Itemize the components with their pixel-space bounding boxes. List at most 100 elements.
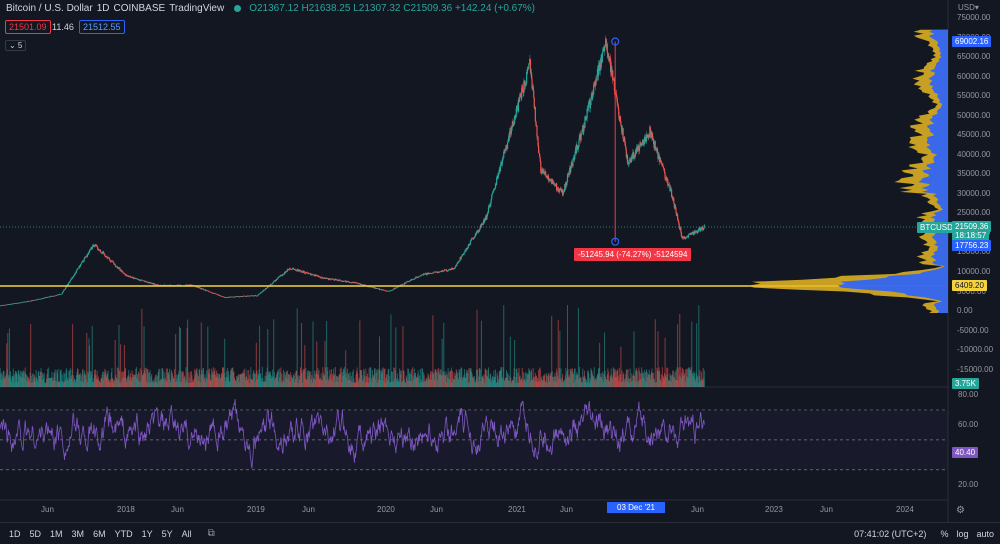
candle-body [393,289,394,290]
candle-body [433,273,434,274]
clock[interactable]: 07:41:02 (UTC+2) [854,529,926,539]
volume-bar [395,327,396,387]
candle-body [119,268,120,270]
candle-body [141,280,142,281]
volume-bar [297,308,298,387]
range-button-1m[interactable]: 1M [50,529,63,539]
volume-bar [72,324,73,387]
source-label: TradingView [169,3,224,14]
time-tick-label: Jun [691,505,704,514]
candle-body [379,288,380,289]
price-tick-label: -10000.00 [957,345,993,354]
candle-body [620,122,621,126]
volume-bar [514,340,515,387]
settings-gear-icon[interactable]: ⚙ [956,505,965,516]
candle-body [122,271,123,272]
candle-body [115,264,116,266]
volume-profile-up [748,30,948,313]
candle-body [140,281,141,282]
candle-body [644,138,645,144]
candle-body [664,172,665,178]
candle-body [616,94,617,97]
date-range-icon[interactable]: ⧉ [208,528,215,539]
candle-body [578,140,579,147]
candle-body [643,140,644,144]
volume-bar [677,324,678,387]
candle-body [604,46,605,51]
time-tick-label: Jun [41,505,54,514]
time-tick-label: 03 Dec '21 [607,502,665,513]
volume-bar [503,305,504,387]
candle-body [536,126,537,137]
rsi-tick-label: 20.00 [958,480,978,489]
time-tick-label: Jun [302,505,315,514]
range-button-1d[interactable]: 1D [9,529,21,539]
volume-bar [86,333,87,387]
price-tick-label: 65000.00 [957,52,990,61]
candle-body [673,198,674,203]
high-price-tag: 69002.16 [952,36,991,47]
price-tick-label: 50000.00 [957,111,990,120]
range-button-3m[interactable]: 3M [72,529,85,539]
candle-body [655,141,656,148]
volume-bar [620,347,621,387]
price-tick-label: 45000.00 [957,130,990,139]
volume-bar [120,344,121,387]
candle-body [543,171,544,174]
volume-bar [559,331,560,387]
candle-body [370,287,371,288]
sell-price-button[interactable]: 21501.09 [5,20,51,34]
candle-body [257,295,258,296]
time-tick-label: 2021 [508,505,526,514]
volume-tag: 3.75K [952,378,979,389]
candle-body [507,143,508,149]
range-button-1y[interactable]: 1Y [142,529,153,539]
market-status-icon [234,5,241,12]
price-tick-label: 10000.00 [957,267,990,276]
range-buttons: 1D 5D 1M 3M 6M YTD 1Y 5Y All [0,529,192,539]
time-tick-label: 2023 [765,505,783,514]
candle-body [607,44,608,53]
candle-body [704,225,705,228]
symbol-name[interactable]: Bitcoin / U.S. Dollar [6,3,93,14]
range-button-5y[interactable]: 5Y [162,529,173,539]
price-tick-label: 0.00 [957,306,973,315]
candle-body [535,107,536,121]
indicators-toggle[interactable]: ⌄ 5 [5,40,26,51]
candle-body [104,254,105,256]
range-button-ytd[interactable]: YTD [115,529,133,539]
candle-body [64,289,65,290]
candle-body [622,128,623,139]
candle-body [578,147,579,149]
candle-body [500,165,501,171]
price-tick-label: -5000.00 [957,326,989,335]
candle-body [593,84,594,94]
volume-bar [655,319,656,387]
auto-toggle[interactable]: auto [976,529,994,539]
volume-bar [578,308,579,387]
volume-bar [312,322,313,387]
candle-body [215,293,216,294]
time-tick-label: Jun [560,505,573,514]
candle-body [639,148,640,152]
buy-price-button[interactable]: 21512.55 [79,20,125,34]
spread-value: 11.46 [52,22,74,32]
candle-body [416,277,417,278]
range-button-5d[interactable]: 5D [30,529,42,539]
currency-selector[interactable]: USD▾ [958,3,979,12]
volume-bar [679,314,680,387]
range-button-all[interactable]: All [182,529,192,539]
time-tick-label: 2018 [117,505,135,514]
candle-body [467,248,468,249]
measure-label: -51245.94 (-74.27%) -5124594 [574,248,691,261]
hline-price-tag: 6409.20 [952,280,987,291]
log-toggle[interactable]: log [956,529,968,539]
range-button-6m[interactable]: 6M [93,529,106,539]
time-tick-label: Jun [430,505,443,514]
rsi-tick-label: 60.00 [958,420,978,429]
percent-toggle[interactable]: % [940,529,948,539]
candle-body [319,276,320,277]
candle-body [519,97,520,102]
